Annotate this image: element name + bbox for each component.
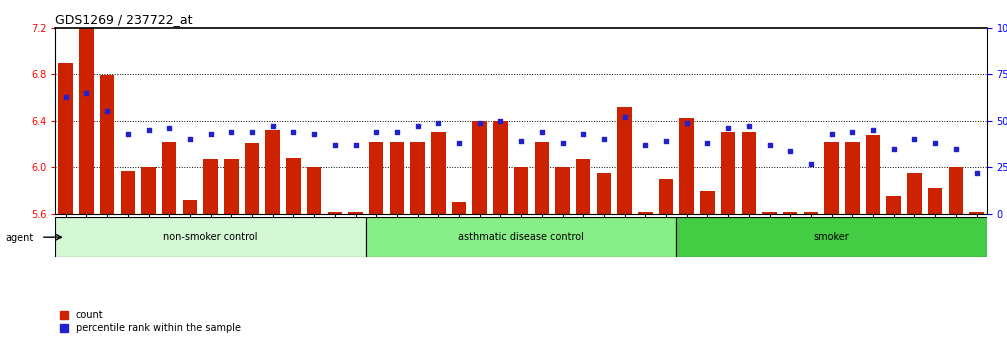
- Bar: [638, 211, 653, 214]
- Bar: [970, 211, 984, 214]
- Point: [327, 142, 343, 148]
- Bar: [80, 25, 94, 214]
- Bar: [162, 142, 176, 214]
- Bar: [266, 130, 280, 214]
- Bar: [121, 171, 135, 214]
- Point: [906, 137, 922, 142]
- Point: [224, 129, 240, 135]
- Bar: [866, 135, 880, 214]
- Point: [202, 131, 219, 137]
- Point: [555, 140, 571, 146]
- Bar: [783, 211, 798, 214]
- Point: [410, 124, 426, 129]
- Point: [99, 109, 115, 114]
- Bar: [58, 62, 73, 214]
- Point: [141, 127, 157, 133]
- Bar: [659, 179, 674, 214]
- Point: [844, 129, 860, 135]
- Bar: [431, 132, 445, 214]
- Bar: [576, 159, 590, 214]
- Bar: [100, 75, 115, 214]
- Point: [741, 124, 757, 129]
- Text: smoker: smoker: [814, 232, 850, 242]
- Point: [306, 131, 322, 137]
- Bar: [762, 211, 776, 214]
- Bar: [677, 217, 987, 257]
- Bar: [245, 143, 259, 214]
- Point: [679, 120, 695, 125]
- Bar: [327, 211, 342, 214]
- Bar: [907, 173, 921, 214]
- Text: non-smoker control: non-smoker control: [163, 232, 258, 242]
- Bar: [203, 159, 218, 214]
- Point: [658, 138, 674, 144]
- Bar: [845, 142, 860, 214]
- Bar: [366, 217, 677, 257]
- Point: [803, 161, 819, 166]
- Point: [886, 146, 902, 151]
- Bar: [452, 202, 466, 214]
- Point: [120, 131, 136, 137]
- Bar: [886, 196, 901, 214]
- Point: [492, 118, 509, 124]
- Point: [700, 140, 716, 146]
- Point: [451, 140, 467, 146]
- Bar: [225, 159, 239, 214]
- Bar: [700, 190, 715, 214]
- Point: [285, 129, 301, 135]
- Point: [369, 129, 385, 135]
- Bar: [597, 173, 611, 214]
- Point: [575, 131, 591, 137]
- Point: [534, 129, 550, 135]
- Point: [761, 142, 777, 148]
- Point: [616, 114, 632, 120]
- Point: [596, 137, 612, 142]
- Bar: [55, 217, 366, 257]
- Point: [948, 146, 964, 151]
- Point: [347, 142, 364, 148]
- Point: [927, 140, 944, 146]
- Point: [969, 170, 985, 176]
- Bar: [472, 121, 487, 214]
- Point: [182, 137, 198, 142]
- Bar: [680, 118, 694, 214]
- Bar: [411, 142, 425, 214]
- Point: [79, 90, 95, 96]
- Bar: [927, 188, 943, 214]
- Text: agent: agent: [5, 233, 33, 243]
- Point: [824, 131, 840, 137]
- Bar: [514, 167, 529, 214]
- Point: [720, 126, 736, 131]
- Bar: [493, 121, 508, 214]
- Bar: [182, 200, 197, 214]
- Text: asthmatic disease control: asthmatic disease control: [458, 232, 584, 242]
- Bar: [721, 132, 735, 214]
- Bar: [555, 167, 570, 214]
- Point: [161, 126, 177, 131]
- Point: [265, 124, 281, 129]
- Point: [514, 138, 530, 144]
- Point: [782, 148, 799, 153]
- Bar: [390, 142, 404, 214]
- Bar: [369, 142, 384, 214]
- Point: [430, 120, 446, 125]
- Bar: [804, 211, 818, 214]
- Bar: [348, 211, 363, 214]
- Bar: [825, 142, 839, 214]
- Legend: count, percentile rank within the sample: count, percentile rank within the sample: [60, 310, 241, 333]
- Bar: [535, 142, 549, 214]
- Point: [244, 129, 260, 135]
- Bar: [307, 167, 321, 214]
- Point: [471, 120, 487, 125]
- Point: [865, 127, 881, 133]
- Bar: [617, 107, 631, 214]
- Bar: [286, 158, 301, 214]
- Point: [57, 94, 74, 99]
- Bar: [741, 132, 756, 214]
- Bar: [141, 167, 156, 214]
- Point: [389, 129, 405, 135]
- Text: GDS1269 / 237722_at: GDS1269 / 237722_at: [55, 13, 193, 27]
- Point: [637, 142, 654, 148]
- Bar: [949, 167, 963, 214]
